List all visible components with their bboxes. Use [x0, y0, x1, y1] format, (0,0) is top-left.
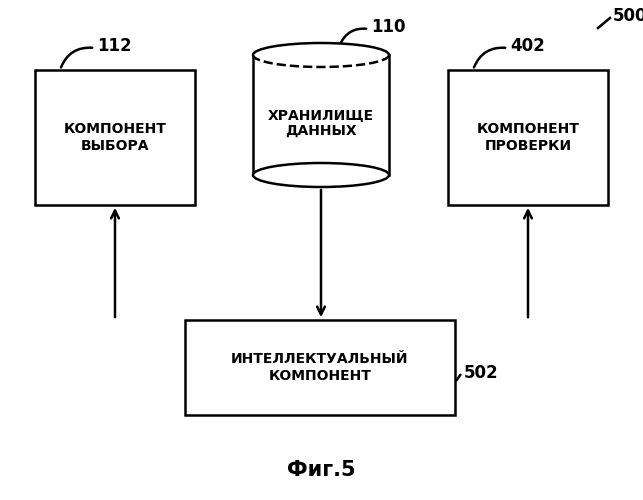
Text: Фиг.5: Фиг.5	[287, 460, 356, 480]
Bar	[448, 70, 608, 205]
Text: 110: 110	[371, 18, 406, 36]
Ellipse shape	[253, 163, 389, 187]
Bar	[253, 55, 389, 175]
Text: ХРАНИЛИЩЕ
ДАННЫХ: ХРАНИЛИЩЕ ДАННЫХ	[268, 108, 374, 138]
Text: ИНТЕЛЛЕКТУАЛЬНЫЙ
КОМПОНЕНТ: ИНТЕЛЛЕКТУАЛЬНЫЙ КОМПОНЕНТ	[231, 352, 409, 382]
Text: КОМПОНЕНТ
ВЫБОРА: КОМПОНЕНТ ВЫБОРА	[64, 122, 167, 152]
Text: 402: 402	[510, 37, 545, 55]
Bar	[185, 320, 455, 415]
Text: 502: 502	[464, 364, 498, 382]
Ellipse shape	[253, 43, 389, 67]
Text: 112: 112	[97, 37, 132, 55]
Text: КОМПОНЕНТ
ПРОВЕРКИ: КОМПОНЕНТ ПРОВЕРКИ	[476, 122, 579, 152]
Text: 500: 500	[613, 7, 643, 25]
Bar	[35, 70, 195, 205]
